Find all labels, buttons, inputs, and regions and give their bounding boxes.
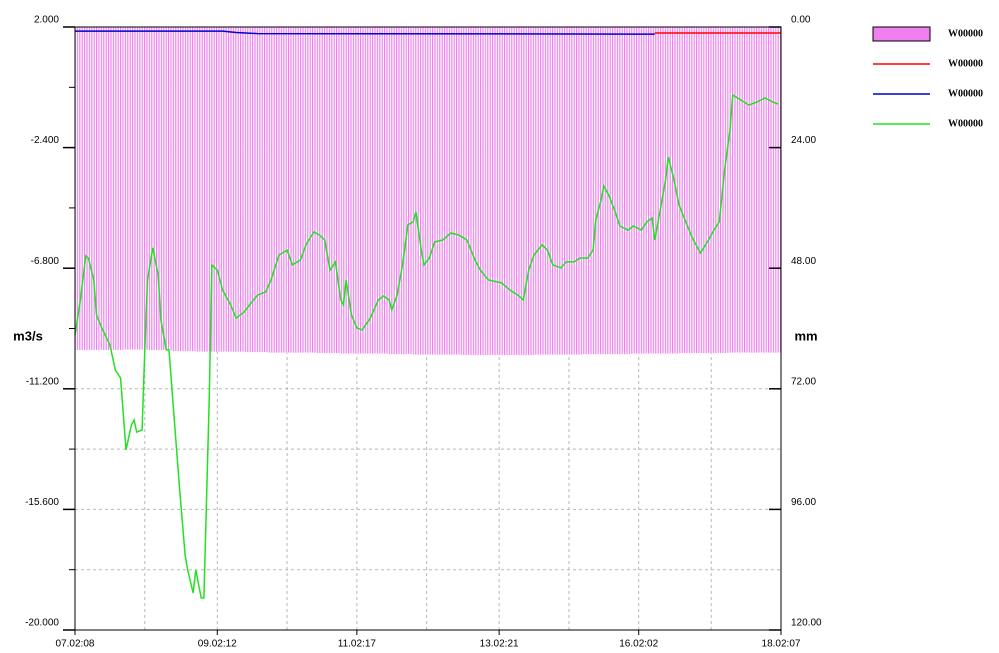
rain-bar xyxy=(678,27,704,354)
rain-bar xyxy=(630,27,655,354)
rain-bar xyxy=(171,27,196,352)
legend-label: W00000 xyxy=(948,88,983,99)
legend-label: W00000 xyxy=(948,118,983,129)
y2-axis-title: mm xyxy=(794,328,817,343)
rain-bar xyxy=(244,27,269,353)
y2-tick-label: 120.00 xyxy=(791,618,822,629)
rain-bar xyxy=(219,27,245,352)
y2-tick-label: 96.00 xyxy=(791,497,816,508)
y-tick-label: -20.000 xyxy=(25,618,59,629)
line xyxy=(75,30,655,35)
x-tick-label: 09.02:12 xyxy=(198,639,237,650)
y-tick-label: -2.400 xyxy=(31,135,60,146)
x-tick-label: 16.02:02 xyxy=(619,639,658,650)
y-axis-title: m3/s xyxy=(13,328,43,343)
rain-bar xyxy=(703,27,728,354)
legend-label: W00000 xyxy=(948,28,983,39)
x-tick-label: 11.02:17 xyxy=(338,639,377,650)
rain-bar xyxy=(195,27,220,352)
legend-label: W00000 xyxy=(948,58,983,69)
rain-bar xyxy=(389,27,414,355)
y-tick-label: -15.600 xyxy=(25,497,59,508)
rain-bar xyxy=(123,27,148,350)
rain-bar xyxy=(775,27,781,353)
x-tick-label: 13.02:21 xyxy=(480,639,519,650)
rain-bar xyxy=(654,27,679,354)
rain-bar xyxy=(558,27,583,355)
rain-bar xyxy=(268,27,293,353)
rain-bar xyxy=(99,27,124,351)
y-tick-label: -11.200 xyxy=(26,376,60,387)
x-tick-label: 07.02:08 xyxy=(56,639,95,650)
rain-bar xyxy=(606,27,631,355)
rain-bar xyxy=(413,27,438,355)
y2-tick-label: 0.00 xyxy=(791,15,811,26)
y2-tick-label: 24.00 xyxy=(791,135,816,146)
y-tick-label: -6.800 xyxy=(31,256,60,267)
rain-bar xyxy=(340,27,365,354)
rain-bar xyxy=(461,27,486,356)
y2-tick-label: 72.00 xyxy=(791,376,816,387)
rain-bar xyxy=(437,27,462,355)
y-tick-label: 2.000 xyxy=(34,15,59,26)
rain-bar xyxy=(751,27,776,353)
rain-bar xyxy=(292,27,317,353)
y2-tick-label: 48.00 xyxy=(791,256,816,267)
legend-swatch xyxy=(872,26,931,42)
x-tick-label: 18.02:07 xyxy=(762,639,801,650)
rain-bar xyxy=(534,27,559,355)
rain-bar xyxy=(509,27,535,356)
rain-bar xyxy=(727,27,752,353)
line xyxy=(74,93,779,599)
rain-bar xyxy=(316,27,341,354)
rain-bar xyxy=(485,27,510,356)
rain-bar xyxy=(364,27,390,354)
